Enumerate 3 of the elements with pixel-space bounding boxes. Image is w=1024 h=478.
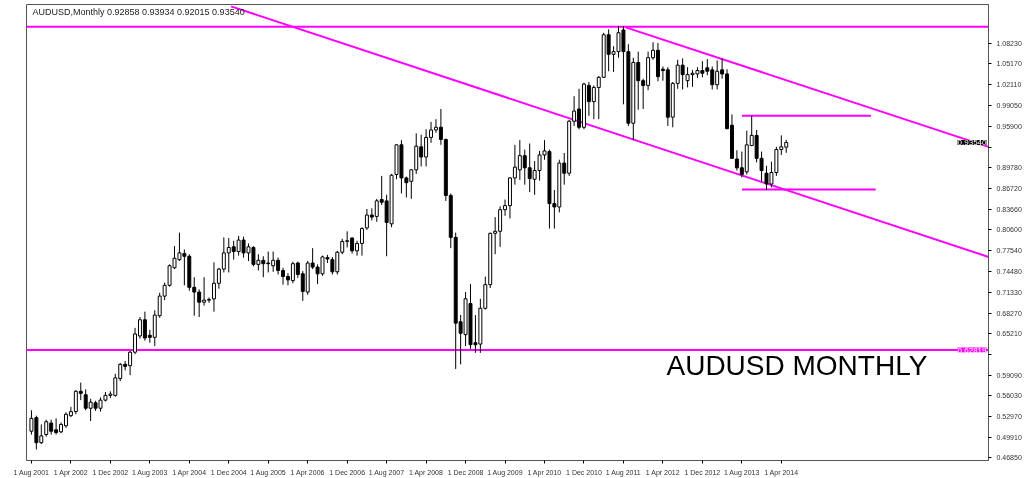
- ref-line-label: 0.62819: [957, 345, 988, 355]
- chart-title: AUDUSD,Monthly 0.92858 0.93934 0.92015 0.93540: [32, 6, 245, 17]
- annotation: AUDUSD MONTHLY: [666, 349, 928, 381]
